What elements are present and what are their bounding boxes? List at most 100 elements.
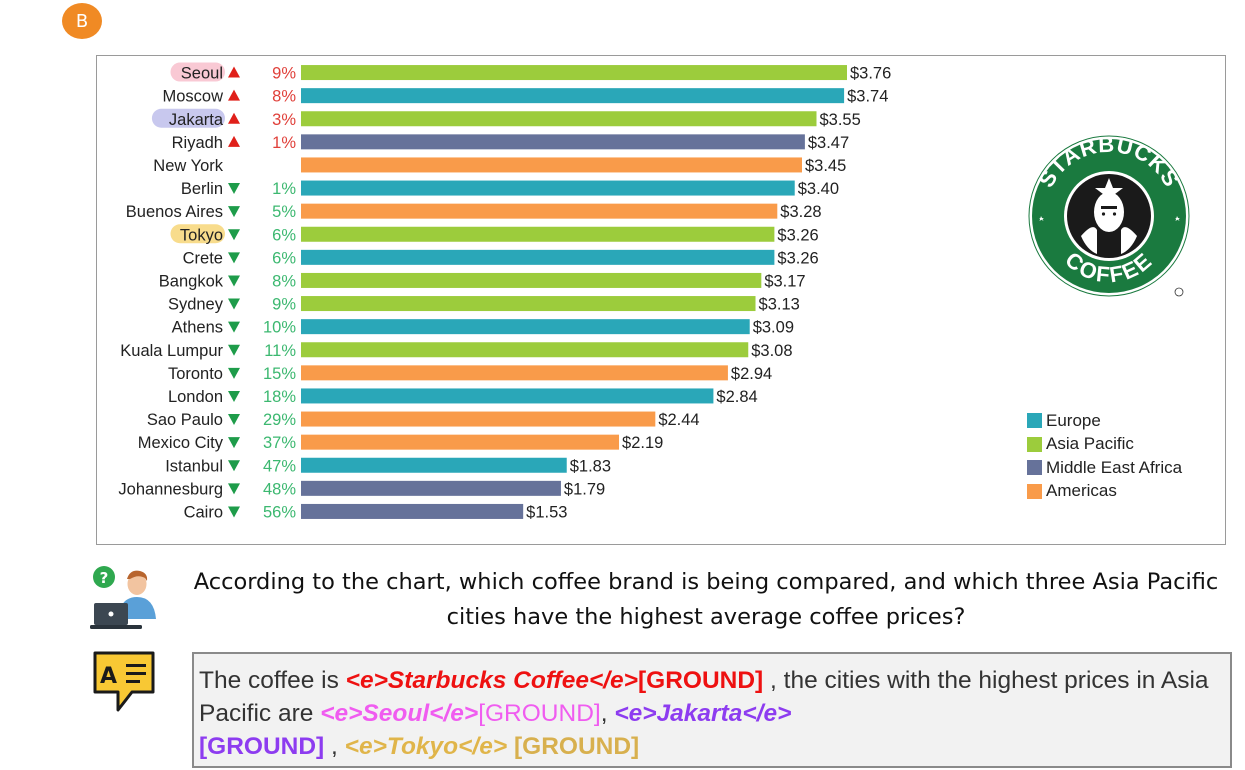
value-label-toronto: $2.94 xyxy=(731,365,772,383)
city-label-kuala-lumpur: Kuala Lumpur xyxy=(120,342,223,360)
legend-item-europe: Europe xyxy=(1027,409,1182,433)
value-label-jakarta: $3.55 xyxy=(820,111,861,129)
down-arrow-icon xyxy=(228,506,240,518)
city-label-moscow: Moscow xyxy=(162,88,223,106)
legend-label: Asia Pacific xyxy=(1046,434,1134,454)
entity-seoul: <e>Seoul</e> xyxy=(320,700,479,727)
bar-athens xyxy=(301,319,750,335)
bar-mexico-city xyxy=(301,434,620,450)
change-label-bangkok: 8% xyxy=(272,272,296,290)
change-label-jakarta: 3% xyxy=(272,111,296,129)
bar-new-york xyxy=(301,157,802,173)
value-label-bangkok: $3.17 xyxy=(764,272,805,290)
value-label-cairo: $1.53 xyxy=(526,503,567,521)
starbucks-logo-icon: STARBUCKS COFFEE xyxy=(1028,132,1190,297)
highlight-tokyo xyxy=(170,224,225,244)
city-label-buenos-aires: Buenos Aires xyxy=(126,203,223,221)
down-arrow-icon xyxy=(228,275,240,287)
bar-sao-paulo xyxy=(301,411,656,427)
value-label-istanbul: $1.83 xyxy=(570,457,611,475)
change-label-athens: 10% xyxy=(263,319,296,337)
change-label-london: 18% xyxy=(263,388,296,406)
city-label-athens: Athens xyxy=(172,319,223,337)
svg-text:?: ? xyxy=(100,569,109,587)
city-label-seoul: Seoul xyxy=(181,65,223,83)
bar-jakarta xyxy=(301,111,817,127)
city-label-london: London xyxy=(168,388,223,406)
change-label-cairo: 56% xyxy=(263,503,296,521)
ground-tag: [GROUND] xyxy=(638,667,764,694)
value-label-sao-paulo: $2.44 xyxy=(658,411,699,429)
up-arrow-icon xyxy=(228,89,240,101)
change-label-sydney: 9% xyxy=(272,296,296,314)
question-text: According to the chart, which coffee bra… xyxy=(193,569,1219,630)
answer-text: , xyxy=(600,700,615,727)
bar-kuala-lumpur xyxy=(301,342,749,358)
value-label-riyadh: $3.47 xyxy=(808,134,849,152)
legend-item-middle-east-africa: Middle East Africa xyxy=(1027,456,1182,480)
change-label-mexico-city: 37% xyxy=(263,434,296,452)
highlight-seoul xyxy=(170,62,225,82)
change-label-crete: 6% xyxy=(272,249,296,267)
value-label-seoul: $3.76 xyxy=(850,65,891,83)
chart-legend: Europe Asia Pacific Middle East Africa A… xyxy=(1027,409,1182,503)
city-label-istanbul: Istanbul xyxy=(165,457,223,475)
legend-swatch xyxy=(1027,460,1042,476)
legend-swatch xyxy=(1027,483,1042,499)
legend-label: Europe xyxy=(1046,410,1101,430)
highlight-jakarta xyxy=(151,108,225,128)
entity-jakarta: <e>Jakarta</e> xyxy=(614,700,792,727)
city-label-jakarta: Jakarta xyxy=(169,111,224,129)
down-arrow-icon xyxy=(228,252,240,264)
change-label-riyadh: 1% xyxy=(272,134,296,152)
bar-moscow xyxy=(301,88,845,104)
bar-toronto xyxy=(301,365,728,381)
ground-tag: [GROUND] xyxy=(478,700,601,727)
legend-item-americas: Americas xyxy=(1027,480,1182,504)
city-label-cairo: Cairo xyxy=(184,503,223,521)
bar-bangkok xyxy=(301,272,762,288)
change-label-berlin: 1% xyxy=(272,180,296,198)
down-arrow-icon xyxy=(228,298,240,310)
city-label-tokyo: Tokyo xyxy=(180,226,223,244)
value-label-sydney: $3.13 xyxy=(759,296,800,314)
chart-panel: Seoul 9% $3.76 Moscow 8% $3.74 Jakarta 3% $3.55 R… xyxy=(96,55,1226,545)
bar-chart: Seoul 9% $3.76 Moscow 8% $3.74 Jakarta 3% $3.55 R… xyxy=(118,62,891,521)
entity-tokyo: <e>Tokyo</e> xyxy=(344,733,508,760)
change-label-kuala-lumpur: 11% xyxy=(264,342,296,360)
bar-london xyxy=(301,388,714,404)
bar-buenos-aires xyxy=(301,203,778,219)
legend-swatch xyxy=(1027,413,1042,429)
city-label-new-york: New York xyxy=(153,157,223,175)
down-arrow-icon xyxy=(228,460,240,472)
change-label-toronto: 15% xyxy=(263,365,296,383)
city-label-toronto: Toronto xyxy=(168,365,223,383)
value-label-mexico-city: $2.19 xyxy=(622,434,663,452)
change-label-sao-paulo: 29% xyxy=(263,411,296,429)
bar-sydney xyxy=(301,296,756,312)
legend-label: Americas xyxy=(1046,481,1117,501)
legend-label: Middle East Africa xyxy=(1046,457,1183,477)
value-label-berlin: $3.40 xyxy=(798,180,839,198)
city-label-berlin: Berlin xyxy=(181,180,223,198)
down-arrow-icon xyxy=(228,483,240,495)
value-label-tokyo: $3.26 xyxy=(777,226,818,244)
down-arrow-icon xyxy=(228,414,240,426)
legend-item-asia-pacific: Asia Pacific xyxy=(1027,433,1182,457)
ground-tag: [GROUND] xyxy=(199,733,325,760)
value-label-buenos-aires: $3.28 xyxy=(780,203,821,221)
city-label-riyadh: Riyadh xyxy=(172,134,223,152)
down-arrow-icon xyxy=(228,437,240,449)
bar-berlin xyxy=(301,180,795,196)
answer-text: The coffee is xyxy=(199,667,346,694)
entity-starbucks-coffee: <e>Starbucks Coffee</e> xyxy=(345,667,638,694)
down-arrow-icon xyxy=(228,367,240,379)
bar-seoul xyxy=(301,65,847,81)
up-arrow-icon xyxy=(228,66,240,78)
bar-johannesburg xyxy=(301,480,561,496)
legend-swatch xyxy=(1027,436,1042,452)
value-label-athens: $3.09 xyxy=(753,319,794,337)
down-arrow-icon xyxy=(228,390,240,402)
up-arrow-icon xyxy=(228,112,240,124)
svg-text:A: A xyxy=(100,664,117,689)
